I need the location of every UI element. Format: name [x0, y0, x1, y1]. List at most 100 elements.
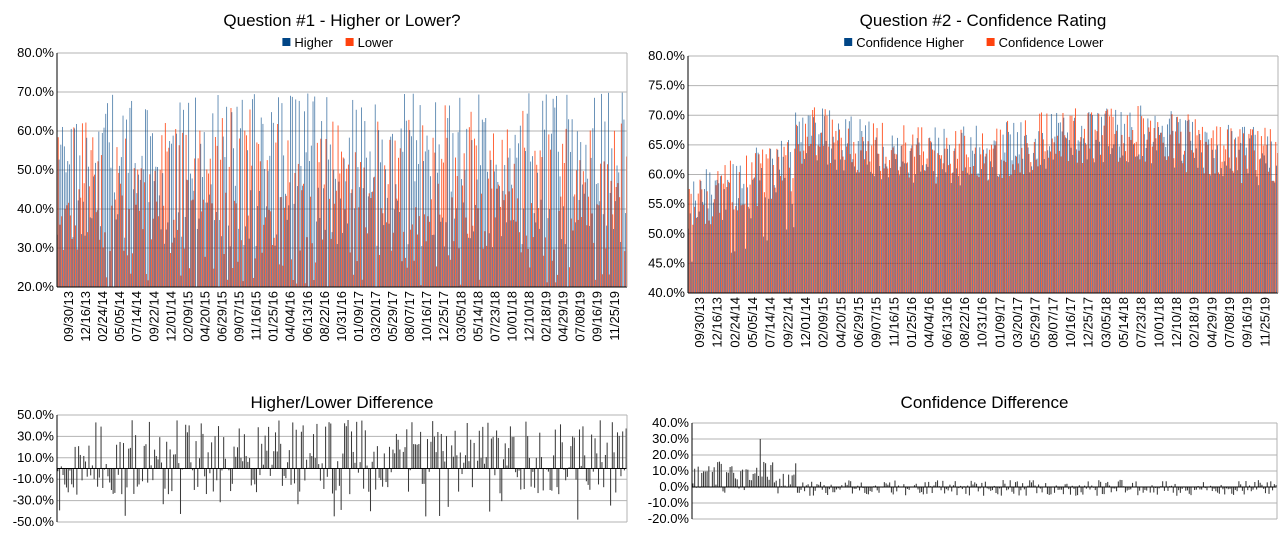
bar-q2-higher: [922, 165, 924, 293]
bar-d2: [981, 482, 983, 487]
bar-q2-higher: [814, 122, 816, 293]
bar-d2: [1110, 487, 1112, 493]
bar-q2-lower: [1014, 169, 1016, 293]
bar-q1-higher: [416, 140, 418, 287]
y-tick-label: 50.0%: [648, 226, 685, 241]
bar-q1-lower: [123, 250, 125, 287]
bar-d2: [1172, 487, 1174, 493]
bar-d1: [179, 468, 182, 514]
bar-q1-higher: [110, 167, 112, 287]
bar-d1: [611, 422, 613, 469]
bar-q2-lower: [923, 151, 924, 293]
bar-q1-higher: [426, 135, 428, 287]
bar-q2-lower: [896, 154, 898, 293]
bar-q2-higher: [1174, 167, 1176, 293]
bar-q1-higher: [264, 168, 266, 287]
bar-d1: [326, 468, 328, 477]
bar-q2-higher: [1015, 155, 1016, 293]
bar-q2-lower: [1055, 153, 1057, 293]
bar-d2: [745, 469, 747, 487]
bar-q2-higher: [1254, 134, 1256, 293]
bar-q1-lower: [499, 206, 501, 287]
bar-q2-lower: [897, 170, 899, 293]
x-tick-label: 01/09/17: [992, 297, 1007, 348]
bar-d2: [1268, 487, 1270, 494]
bar-q2-higher: [1045, 168, 1047, 293]
bar-q2-lower: [1114, 133, 1116, 293]
bar-q2-higher: [999, 174, 1000, 293]
bar-q1-higher: [563, 206, 564, 287]
bar-d1: [357, 468, 359, 473]
bar-d2: [1064, 484, 1066, 487]
bar-q2-higher: [822, 108, 823, 293]
bar-d1: [349, 468, 351, 495]
bar-d1: [107, 468, 109, 477]
bar-d1: [202, 433, 204, 469]
bar-d2: [711, 471, 713, 487]
bar-d1: [606, 442, 608, 469]
bar-d1: [558, 468, 560, 495]
bar-d1: [316, 423, 318, 469]
bar-q2-higher: [806, 153, 807, 293]
bar-q1-lower: [446, 137, 448, 287]
bar-d1: [221, 468, 223, 471]
bar-q1-higher: [65, 172, 67, 287]
bar-q1-lower: [75, 225, 76, 287]
bar-d2: [897, 485, 900, 487]
bar-q2-higher: [1206, 132, 1208, 293]
bar-d1: [112, 468, 114, 494]
bar-q2-higher: [797, 126, 798, 294]
bar-q1-higher: [492, 247, 494, 287]
bar-q1-higher: [338, 181, 340, 287]
bar-q1-higher: [136, 193, 138, 287]
bar-d1: [105, 464, 107, 469]
x-tick-label: 05/14/18: [1116, 297, 1131, 348]
bar-d1: [620, 468, 622, 477]
bar-q2-higher: [714, 180, 716, 293]
bar-q2-lower: [1251, 129, 1253, 293]
bar-q1-higher: [215, 211, 217, 287]
bar-q1-lower: [475, 145, 477, 287]
bars: [688, 105, 1278, 294]
bar-q1-higher: [60, 144, 62, 287]
bar-q2-higher: [770, 148, 772, 293]
bar-q1-higher: [209, 194, 210, 287]
bar-q1-lower: [436, 266, 437, 287]
bar-q1-higher: [164, 243, 165, 287]
bar-d2: [970, 480, 972, 487]
bar-q2-lower: [1096, 131, 1098, 293]
bar-q1-higher: [326, 97, 328, 287]
bar-q1-lower: [66, 205, 68, 287]
bar-d2: [1179, 487, 1181, 493]
bar-d2: [773, 482, 775, 487]
bar-d2: [1101, 487, 1103, 495]
bar-q2-lower: [737, 210, 739, 293]
bar-q1-higher: [167, 222, 169, 287]
bar-q1-higher: [74, 128, 76, 287]
bar-q2-lower: [790, 191, 792, 293]
bar-d2: [734, 478, 736, 487]
bar-d1: [159, 437, 161, 469]
x-tick-label: 01/09/17: [351, 291, 366, 342]
bar-q1-lower: [418, 216, 420, 287]
bar-q2-lower: [1216, 126, 1218, 293]
bar-d1: [280, 443, 282, 469]
bar-q1-higher: [395, 184, 397, 287]
bar-q2-lower: [1003, 160, 1005, 293]
bar-d1: [207, 452, 209, 469]
bar-q2-higher: [902, 161, 904, 293]
bar-d2: [702, 471, 705, 487]
bar-q1-higher: [305, 152, 307, 287]
bar-d1: [288, 450, 290, 469]
bar-d1: [160, 462, 163, 469]
bar-q1-higher: [483, 122, 485, 287]
bar-q1-higher: [272, 122, 274, 287]
bar-q2-higher: [868, 121, 870, 294]
bar-q2-higher: [732, 164, 734, 293]
bar-q1-lower: [311, 243, 313, 287]
bar-q1-higher: [568, 119, 570, 287]
bar-q1-higher: [480, 165, 481, 287]
bar-q2-higher: [906, 163, 907, 293]
bar-d2: [1091, 485, 1093, 487]
bar-q1-lower: [140, 168, 142, 287]
